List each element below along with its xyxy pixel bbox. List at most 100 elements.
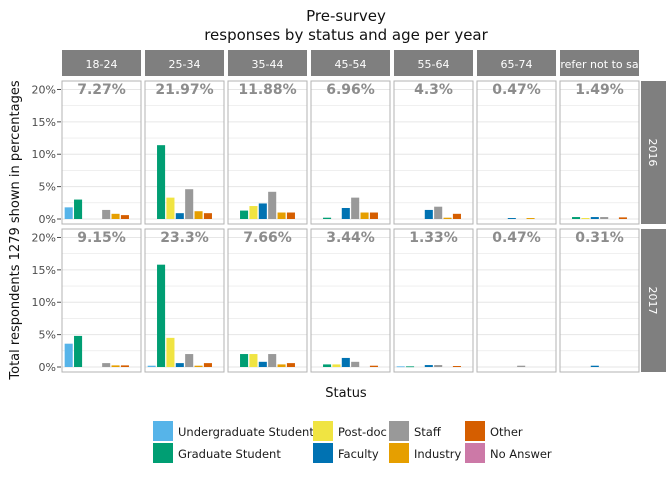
bar-other xyxy=(203,213,212,219)
bar-post-doc xyxy=(332,364,341,367)
facet-strip-column xyxy=(228,50,307,76)
bar-other xyxy=(203,363,212,367)
bar-faculty xyxy=(175,363,184,367)
bar-other xyxy=(286,212,295,219)
panel-background xyxy=(559,228,640,373)
bar-faculty xyxy=(590,217,599,219)
y-tick-label: 15% xyxy=(32,116,56,129)
bar-post-doc xyxy=(249,354,258,367)
panel-background xyxy=(227,80,308,225)
facet-panels: 18-24 25-34 35-44 45-54 55-64 65-74 Prefer not… xyxy=(32,50,666,374)
legend-swatch xyxy=(465,443,485,463)
facet-strip-label: Prefer not to say xyxy=(554,58,646,71)
panel-background xyxy=(476,228,557,373)
x-axis-label: Status xyxy=(325,386,367,401)
panel-total-label: 0.47% xyxy=(492,230,541,246)
bar-faculty xyxy=(341,207,350,219)
y-tick-label: 0% xyxy=(39,213,56,226)
bar-graduate-student xyxy=(74,199,83,219)
panel-background xyxy=(393,80,474,225)
legend-label: No Answer xyxy=(490,447,552,461)
legend-label: Industry xyxy=(414,447,461,461)
y-tick-label: 0% xyxy=(39,361,56,374)
facet-strip-column xyxy=(560,50,639,76)
bar-industry xyxy=(111,213,120,219)
y-tick-label: 10% xyxy=(32,296,56,309)
bar-industry xyxy=(277,364,286,367)
bar-undergraduate-student xyxy=(64,207,73,219)
bar-faculty xyxy=(424,209,433,219)
bar-other xyxy=(369,365,378,367)
panel-total-label: 9.15% xyxy=(77,230,126,246)
bar-graduate-student xyxy=(74,335,83,367)
y-tick-label: 5% xyxy=(39,329,56,342)
bar-industry xyxy=(277,212,286,219)
bar-other xyxy=(120,365,129,367)
bar-staff xyxy=(434,365,443,367)
bar-other xyxy=(369,212,378,219)
panel-total-label: 4.3% xyxy=(414,82,453,98)
bar-other xyxy=(286,363,295,367)
panel-total-label: 0.31% xyxy=(575,230,624,246)
facet-strip-label: 35-44 xyxy=(252,58,284,71)
facet-strip-column xyxy=(394,50,473,76)
y-tick-label: 20% xyxy=(32,83,56,96)
bar-faculty xyxy=(258,203,267,219)
bar-graduate-student xyxy=(406,366,415,368)
bar-undergraduate-student xyxy=(147,365,156,367)
facet-strip-row-label: 2017 xyxy=(646,287,659,315)
bar-staff xyxy=(600,217,609,219)
bar-graduate-student xyxy=(157,264,166,367)
chart-subtitle: responses by status and age per year xyxy=(204,26,488,44)
bar-graduate-student xyxy=(240,354,249,367)
bar-staff xyxy=(102,363,111,367)
bar-staff xyxy=(185,354,194,367)
chart-title: Pre-survey xyxy=(306,7,386,25)
bar-post-doc xyxy=(581,218,590,219)
panel-total-label: 3.44% xyxy=(326,230,375,246)
bar-post-doc xyxy=(166,337,175,367)
facet-strip-column xyxy=(477,50,556,76)
y-tick-label: 10% xyxy=(32,148,56,161)
bar-graduate-student xyxy=(240,210,249,219)
panel-total-label: 0.47% xyxy=(492,82,541,98)
facet-strip-column xyxy=(311,50,390,76)
facet-strip-row xyxy=(641,229,666,372)
panel-background xyxy=(310,228,391,373)
bar-industry xyxy=(194,365,203,367)
bar-faculty xyxy=(590,365,599,367)
bar-graduate-student xyxy=(323,364,332,367)
facet-strip-label: 18-24 xyxy=(86,58,118,71)
panel-background xyxy=(61,228,142,373)
legend-swatch xyxy=(153,443,173,463)
panel-background xyxy=(393,228,474,373)
bar-staff xyxy=(102,209,111,219)
legend-label: Staff xyxy=(414,425,442,439)
panel-total-label: 7.66% xyxy=(243,230,292,246)
bar-graduate-student xyxy=(157,145,166,219)
legend-swatch xyxy=(389,421,409,441)
bar-undergraduate-student xyxy=(396,366,405,368)
y-tick-label: 15% xyxy=(32,264,56,277)
legend-label: Graduate Student xyxy=(178,447,281,461)
legend-label: Undergraduate Student xyxy=(178,425,314,439)
legend-swatch xyxy=(153,421,173,441)
legend-swatch xyxy=(389,443,409,463)
bar-other xyxy=(120,215,129,219)
facet-strip-label: 55-64 xyxy=(418,58,450,71)
panel-background xyxy=(310,80,391,225)
bar-faculty xyxy=(424,365,433,367)
facet-strip-row-label: 2016 xyxy=(646,139,659,167)
bar-other xyxy=(452,213,461,219)
legend-swatch xyxy=(465,421,485,441)
bar-other xyxy=(618,217,627,219)
bar-staff xyxy=(268,191,277,219)
panel-total-label: 7.27% xyxy=(77,82,126,98)
legend-swatch xyxy=(313,443,333,463)
legend-label: Other xyxy=(490,425,523,439)
bar-staff xyxy=(268,354,277,367)
bar-faculty xyxy=(175,213,184,219)
panel-total-label: 21.97% xyxy=(155,82,213,98)
panel-total-label: 23.3% xyxy=(160,230,209,246)
bar-industry xyxy=(526,218,535,219)
